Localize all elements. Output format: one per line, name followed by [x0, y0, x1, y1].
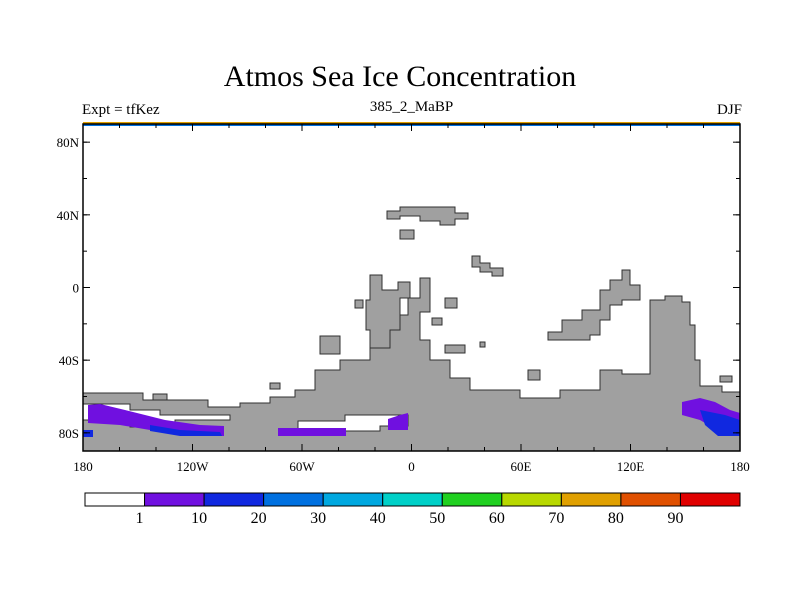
- colorbar-label: 80: [608, 510, 624, 527]
- colorbar-swatch: [501, 492, 562, 507]
- land-masses: [82, 206, 741, 452]
- land-small-island-1: [399, 229, 415, 240]
- land-small-island-5: [431, 317, 443, 326]
- sea-ice-west-edge: [83, 430, 93, 437]
- colorbar-swatch: [441, 492, 503, 507]
- colorbar-swatch: [382, 492, 443, 507]
- sea-ice-west-purple: [88, 404, 224, 436]
- colorbar-swatch: [84, 492, 146, 507]
- colorbar-label: 1: [136, 510, 144, 527]
- land-central-continent: [365, 274, 411, 349]
- colorbar-label: 90: [667, 510, 683, 527]
- colorbar-swatch: [144, 492, 205, 507]
- lat-tick-label: 80N: [57, 135, 80, 150]
- land-small-island-9: [527, 369, 541, 381]
- lon-tick-label: 180: [730, 459, 750, 474]
- colorbar-swatch: [263, 492, 324, 507]
- map-tick-labels: 180 120W 60W 0 60E 120E 180 80N 40N 0 40S 80S: [57, 135, 750, 474]
- colorbar-swatch: [203, 492, 265, 507]
- land-small-island-11: [719, 375, 733, 383]
- land-small-island-7: [444, 344, 466, 354]
- lat-tick-label: 0: [73, 281, 80, 296]
- colorbar-label: 60: [489, 510, 505, 527]
- lat-tick-label: 40S: [59, 353, 79, 368]
- lon-tick-label: 180: [73, 459, 93, 474]
- land-northern-island: [386, 206, 469, 226]
- map-ticks: [82, 124, 741, 451]
- sea-ice-east-blue: [700, 410, 740, 436]
- land-small-island-12: [152, 393, 168, 401]
- sea-ice-west-blue: [150, 425, 222, 436]
- lat-tick-label: 80S: [59, 426, 79, 441]
- sea-ice-central-purple: [278, 428, 346, 436]
- land-small-island-6: [319, 335, 341, 355]
- map-title: Atmos Sea Ice Concentration: [223, 60, 577, 93]
- lon-tick-label: 60E: [511, 459, 532, 474]
- lat-tick-label: 40N: [57, 208, 80, 223]
- colorbar-swatch: [560, 492, 622, 507]
- land-small-island-4: [444, 297, 458, 309]
- experiment-label: Expt = tfKez: [82, 102, 160, 118]
- land-small-island-10: [269, 382, 281, 390]
- sea-ice-central-patch: [388, 413, 408, 430]
- land-small-island-2: [471, 255, 504, 277]
- colorbar: [84, 492, 741, 507]
- colorbar-swatch: [322, 492, 384, 507]
- colorbar-swatch: [679, 492, 741, 507]
- lon-tick-label: 120E: [617, 459, 645, 474]
- season-label: DJF: [716, 102, 742, 118]
- land-eastern-continent: [547, 269, 641, 341]
- southern-sea-ice: [83, 398, 740, 437]
- colorbar-label: 10: [191, 510, 207, 527]
- colorbar-labels: 1 10 20 30 40 50 60 70 80 90: [136, 510, 684, 527]
- colorbar-label: 70: [548, 510, 564, 527]
- colorbar-label: 30: [310, 510, 326, 527]
- lon-tick-label: 60W: [289, 459, 315, 474]
- land-small-island-3: [354, 299, 364, 309]
- land-southern-continent: [82, 277, 741, 452]
- colorbar-label: 50: [429, 510, 445, 527]
- lon-tick-label: 0: [408, 459, 415, 474]
- arctic-ice-band: [83, 122, 740, 124]
- land-small-island-8: [479, 341, 486, 348]
- colorbar-label: 20: [251, 510, 267, 527]
- period-label: 385_2_MaBP: [369, 99, 454, 115]
- lon-tick-label: 120W: [177, 459, 210, 474]
- colorbar-swatch: [620, 492, 681, 507]
- colorbar-label: 40: [370, 510, 386, 527]
